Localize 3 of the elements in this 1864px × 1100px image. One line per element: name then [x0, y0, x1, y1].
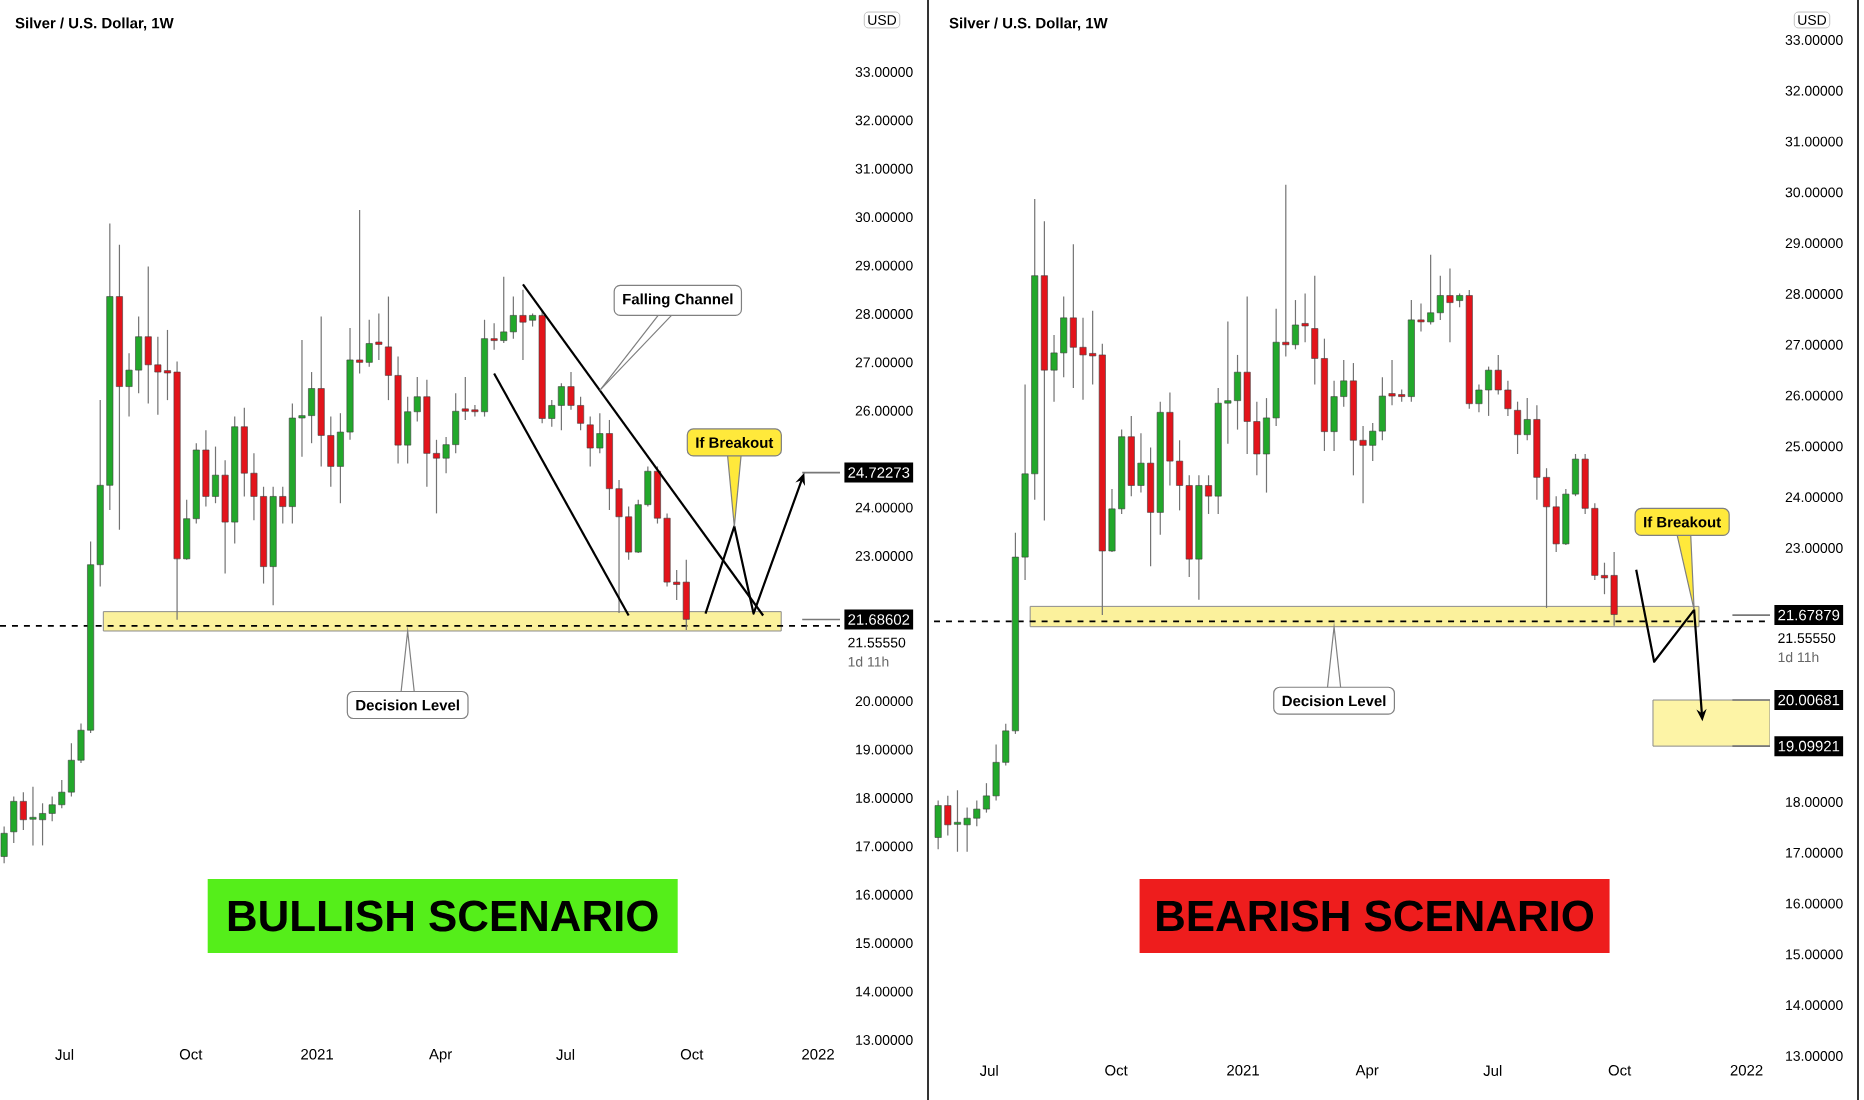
candlestick	[0, 825, 8, 864]
annotation: BEARISH SCENARIO	[1157, 900, 1594, 932]
annotation: BULLISH SCENARIO	[228, 900, 658, 932]
